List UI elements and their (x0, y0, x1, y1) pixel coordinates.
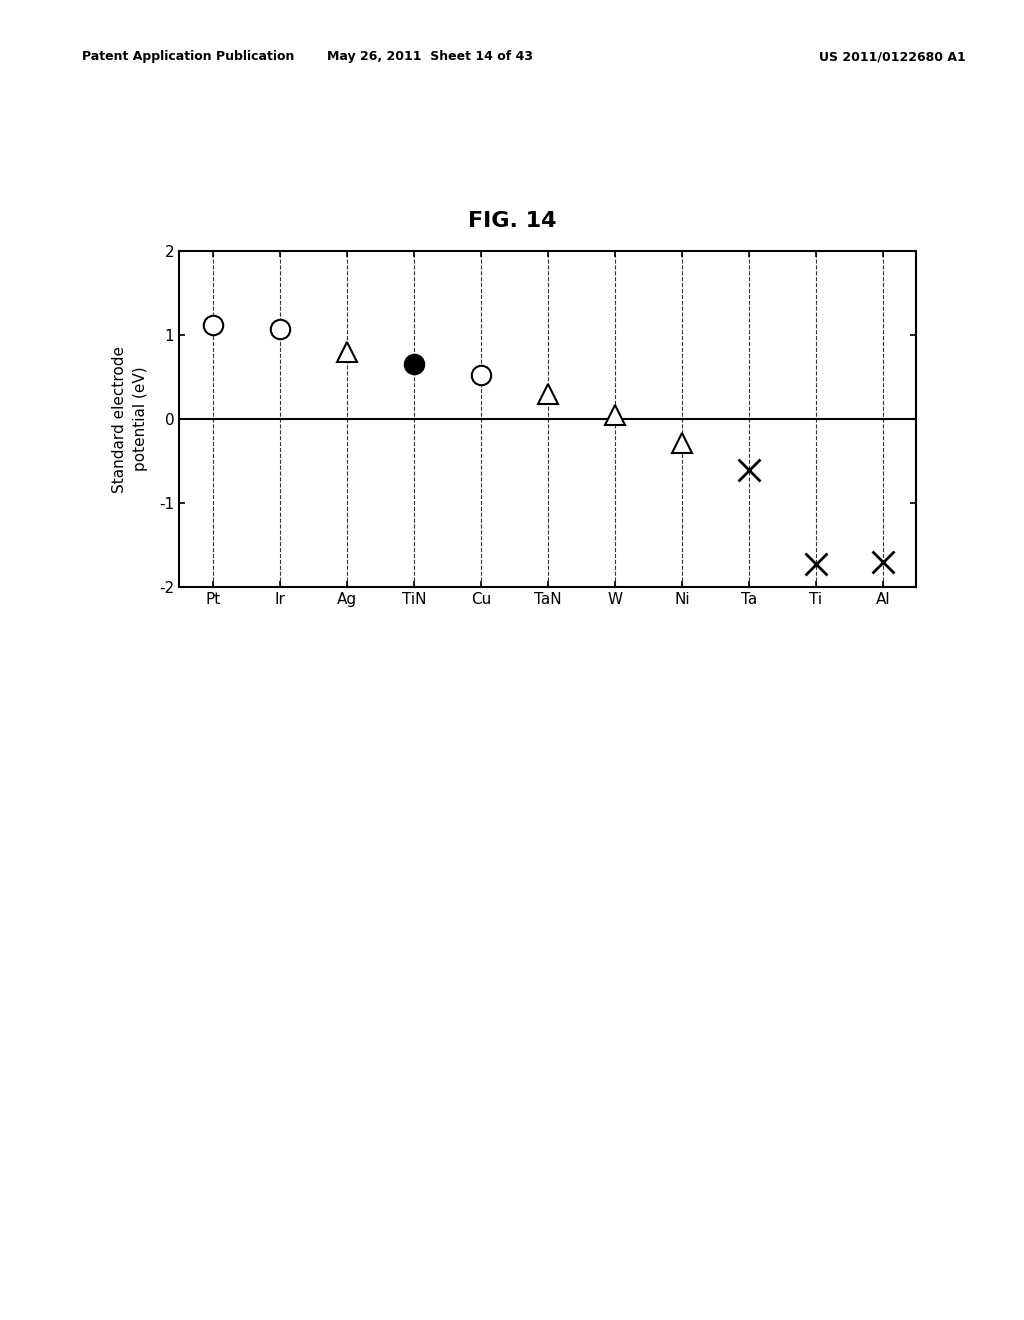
Y-axis label: Standard electrode
potential (eV): Standard electrode potential (eV) (112, 346, 148, 492)
Text: FIG. 14: FIG. 14 (468, 211, 556, 231)
Text: Patent Application Publication: Patent Application Publication (82, 50, 294, 63)
Text: May 26, 2011  Sheet 14 of 43: May 26, 2011 Sheet 14 of 43 (327, 50, 534, 63)
Text: US 2011/0122680 A1: US 2011/0122680 A1 (819, 50, 966, 63)
